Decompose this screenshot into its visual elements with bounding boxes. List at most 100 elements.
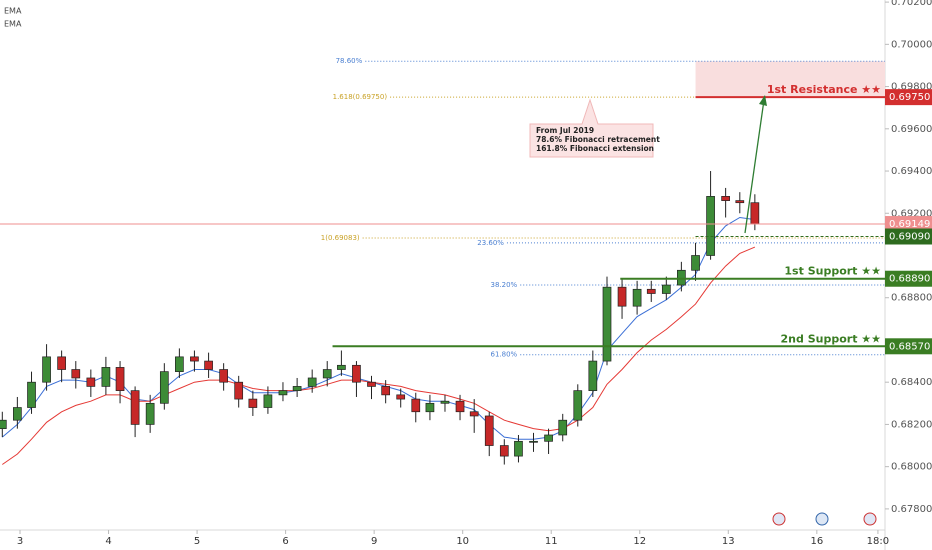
candle-body: [588, 360, 598, 391]
candle-body: [632, 288, 642, 307]
candle-body: [0, 419, 7, 429]
x-tick-label: 4: [105, 536, 111, 547]
y-tick-label: 0.69800: [891, 82, 932, 93]
candle-body: [27, 381, 36, 408]
price-tag: [885, 338, 932, 355]
y-tick-label: 0.70200: [891, 0, 932, 8]
candle-body: [677, 269, 686, 286]
annotation-box: [529, 98, 654, 158]
fib-label: 1(0.69083): [321, 234, 360, 242]
candle-body: [367, 381, 376, 387]
candle-body: [115, 367, 125, 391]
y-tick-label: 0.68800: [891, 293, 932, 304]
event-icon: [772, 512, 786, 526]
y-tick-label: 0.70000: [891, 39, 932, 50]
fib-label: 61.80%: [491, 351, 518, 359]
fib-label: 23.60%: [477, 239, 504, 247]
candle-body: [234, 381, 244, 400]
candle-body: [499, 445, 509, 457]
candle-body: [248, 398, 258, 408]
candle-body: [425, 402, 435, 413]
candle-body: [307, 377, 317, 387]
candle-body: [691, 255, 700, 271]
y-tick-label: 0.68200: [891, 419, 932, 430]
price-tag-label: 0.68570: [889, 341, 930, 352]
price-tag-label: 0.69750: [889, 92, 930, 103]
x-tick-label: 11: [545, 536, 558, 547]
candle-body: [529, 440, 538, 443]
candle-body: [57, 356, 66, 370]
candle-body: [721, 196, 730, 201]
price-tag: [885, 270, 932, 287]
level-name: 2nd Support ★★: [781, 332, 882, 345]
candle-body: [455, 400, 465, 413]
candle-body: [42, 356, 51, 383]
candle-body: [86, 377, 96, 387]
annotation-text: 78.6% Fibonacci retracement: [536, 135, 660, 144]
candle-body: [381, 386, 391, 396]
candle-body: [204, 360, 213, 370]
candle-body: [646, 288, 656, 294]
candle-body: [263, 394, 273, 408]
ema-line: [2, 246, 756, 465]
price-tag: [885, 228, 932, 245]
candle-body: [352, 364, 361, 383]
candle-body: [159, 371, 169, 404]
x-tick-label: 6: [282, 536, 288, 547]
candle-body: [145, 402, 155, 425]
y-tick-label: 0.69600: [891, 124, 932, 135]
x-tick-label: 18:0: [867, 536, 889, 547]
event-icon: [815, 512, 829, 526]
candle-body: [13, 407, 22, 421]
fib-label: 1.618(0.69750): [333, 93, 388, 101]
resistance-zone: [695, 61, 885, 98]
candle-body: [219, 369, 228, 383]
ema-line: [1, 216, 755, 440]
candle-body: [706, 196, 715, 256]
candle-body: [175, 356, 184, 372]
x-tick-label: 16: [810, 536, 823, 547]
candle-body: [750, 202, 760, 225]
x-tick-label: 9: [371, 536, 377, 547]
candle-body: [411, 398, 421, 413]
y-tick-label: 0.68400: [891, 377, 932, 388]
price-tag: [885, 216, 932, 233]
price-tag: [885, 89, 932, 106]
fib-label: 38.20%: [491, 281, 518, 289]
y-tick-label: 0.67800: [891, 504, 932, 515]
candle-body: [101, 367, 111, 387]
x-tick-label: 12: [633, 536, 646, 547]
y-tick-label: 0.68000: [891, 462, 932, 473]
y-tick-label: 0.69400: [891, 166, 932, 177]
candle-body: [190, 356, 199, 362]
x-tick-label: 13: [722, 536, 735, 547]
candle-body: [71, 369, 81, 379]
candle-body: [469, 411, 479, 417]
fib-label: 78.60%: [336, 57, 363, 65]
candle-body: [735, 200, 745, 204]
candle-body: [337, 364, 346, 370]
candle-body: [573, 390, 583, 421]
x-tick-label: 10: [456, 536, 469, 547]
arrowhead: [759, 95, 767, 106]
price-tag-label: 0.69149: [889, 219, 930, 230]
x-tick-label: 5: [194, 536, 200, 547]
legend-entry: EMA: [4, 20, 22, 29]
candle-body: [440, 400, 450, 404]
candle-body: [602, 286, 612, 362]
candle-body: [278, 390, 288, 396]
candle-body: [514, 440, 523, 457]
price-tag-label: 0.69090: [889, 231, 930, 242]
candle-body: [484, 415, 494, 446]
candle-body: [617, 286, 627, 307]
annotation-text: 161.8% Fibonacci extension: [536, 144, 654, 153]
event-icon: [863, 512, 877, 526]
candle-body: [544, 434, 553, 442]
x-tick-label: 3: [17, 536, 23, 547]
candle-body: [558, 419, 568, 436]
level-name: 1st Support ★★: [784, 265, 881, 278]
legend-entry: EMA: [4, 7, 22, 16]
y-tick-label: 0.69200: [891, 208, 932, 219]
